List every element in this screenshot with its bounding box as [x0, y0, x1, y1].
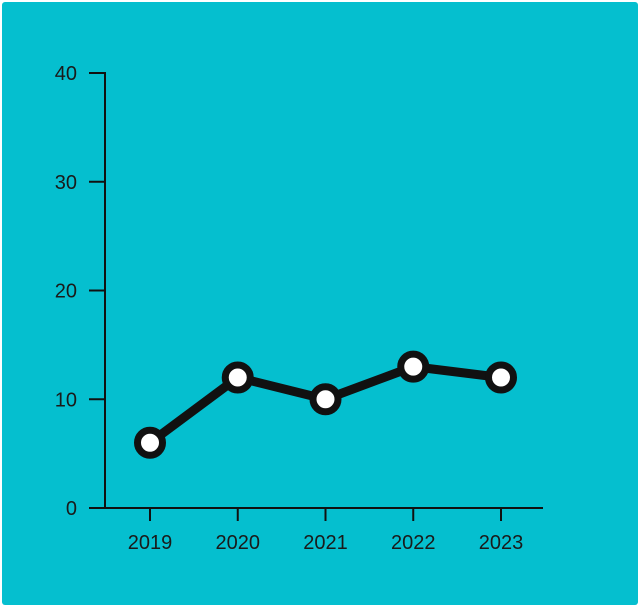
data-point — [397, 350, 430, 383]
x-tick-label: 2021 — [303, 532, 348, 554]
data-point — [485, 361, 517, 394]
y-tick-label: 10 — [55, 389, 77, 411]
x-tick-label: 2019 — [128, 532, 173, 554]
data-point — [309, 383, 342, 416]
data-point — [221, 361, 254, 394]
y-tick-label: 40 — [55, 63, 77, 85]
y-axis-ticks: 0 10 20 30 40 — [55, 63, 105, 520]
chart-axes — [104, 72, 543, 509]
y-tick-label: 0 — [66, 498, 77, 520]
y-tick-label: 20 — [55, 281, 77, 303]
x-tick-label: 2022 — [391, 532, 436, 554]
data-point — [134, 426, 166, 459]
y-tick-label: 30 — [55, 172, 77, 194]
x-axis-ticks: 2019 2020 2021 2022 2023 — [128, 508, 524, 554]
series-group — [134, 350, 517, 459]
x-tick-label: 2023 — [479, 532, 524, 554]
x-tick-label: 2020 — [216, 532, 261, 554]
